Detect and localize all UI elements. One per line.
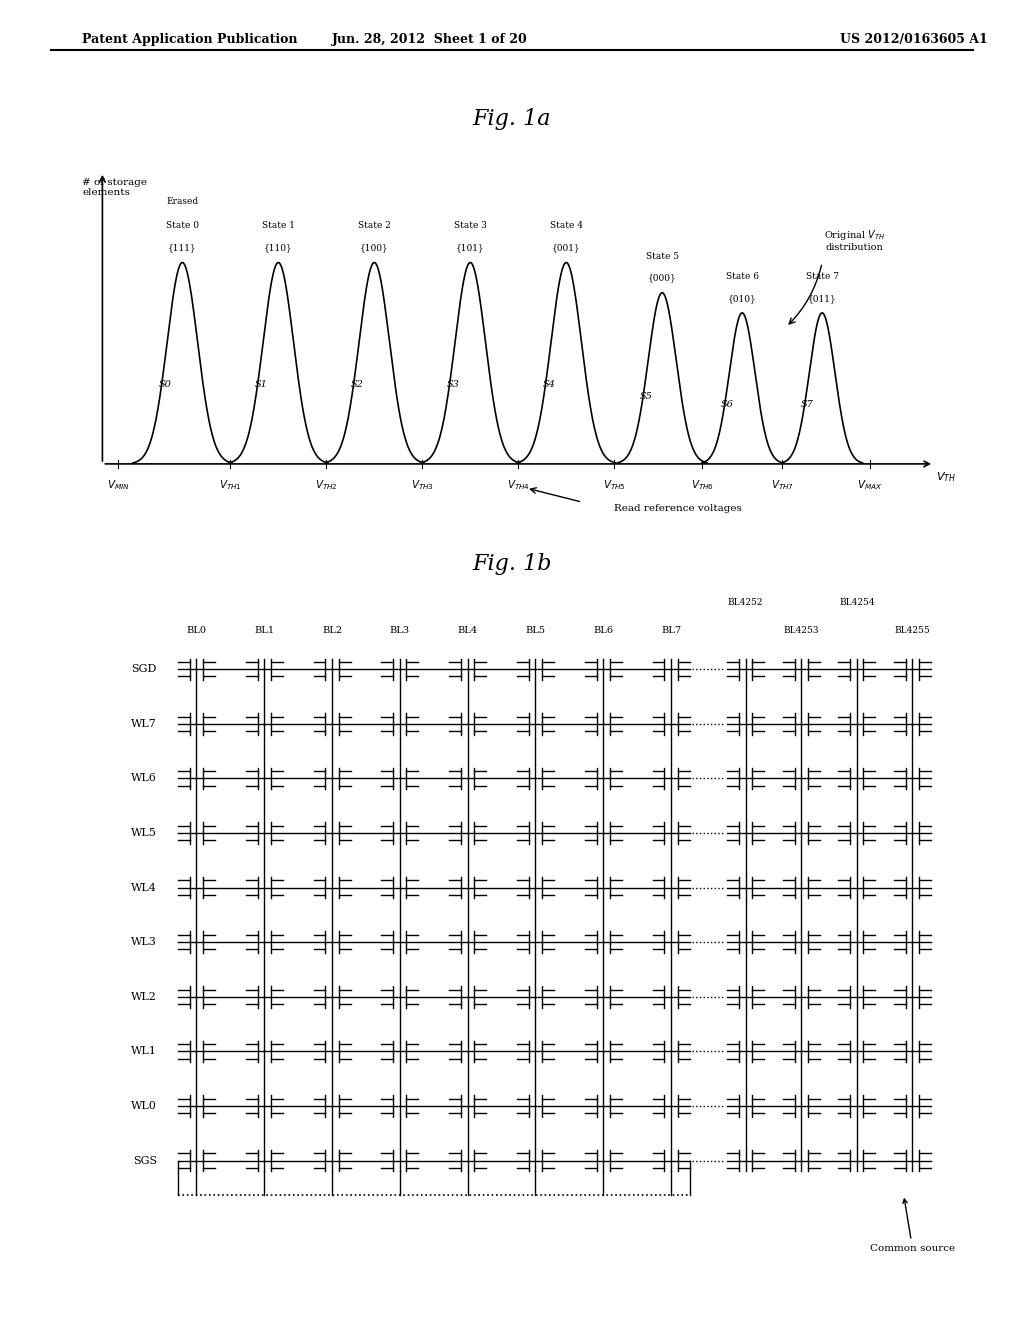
- Text: BL4: BL4: [458, 626, 478, 635]
- Text: State 7: State 7: [806, 272, 839, 281]
- Text: $V_{TH4}$: $V_{TH4}$: [507, 478, 529, 492]
- Text: State 2: State 2: [357, 222, 391, 230]
- Text: BL4252: BL4252: [728, 598, 764, 607]
- Text: BL7: BL7: [662, 626, 681, 635]
- Text: BL3: BL3: [390, 626, 410, 635]
- Text: US 2012/0163605 A1: US 2012/0163605 A1: [840, 33, 987, 46]
- Text: {000}: {000}: [648, 273, 677, 282]
- Text: S4: S4: [543, 380, 555, 389]
- Text: $V_{TH6}$: $V_{TH6}$: [690, 478, 714, 492]
- Text: Jun. 28, 2012  Sheet 1 of 20: Jun. 28, 2012 Sheet 1 of 20: [332, 33, 528, 46]
- Text: State 1: State 1: [262, 222, 295, 230]
- Text: SGS: SGS: [133, 1155, 157, 1166]
- Text: S3: S3: [446, 380, 459, 389]
- Text: S1: S1: [254, 380, 267, 389]
- Text: State 0: State 0: [166, 222, 199, 230]
- Text: {100}: {100}: [360, 243, 389, 252]
- Text: S7: S7: [801, 400, 814, 408]
- Text: S2: S2: [350, 380, 364, 389]
- Text: S0: S0: [159, 380, 171, 389]
- Text: Patent Application Publication: Patent Application Publication: [82, 33, 297, 46]
- Text: $V_{MIN}$: $V_{MIN}$: [108, 478, 130, 492]
- Text: WL1: WL1: [131, 1047, 157, 1056]
- Text: SGD: SGD: [131, 664, 157, 675]
- Text: State 5: State 5: [645, 252, 679, 260]
- Text: State 4: State 4: [550, 222, 583, 230]
- Text: $V_{MAX}$: $V_{MAX}$: [857, 478, 883, 492]
- Text: Erased: Erased: [166, 197, 199, 206]
- Text: BL5: BL5: [525, 626, 546, 635]
- Text: State 3: State 3: [454, 222, 486, 230]
- Text: BL6: BL6: [593, 626, 613, 635]
- Text: Fig. 1b: Fig. 1b: [472, 553, 552, 576]
- Text: BL2: BL2: [322, 626, 342, 635]
- Text: {111}: {111}: [168, 243, 197, 252]
- Text: BL4254: BL4254: [839, 598, 874, 607]
- Text: {010}: {010}: [728, 294, 757, 302]
- Text: Common source: Common source: [870, 1199, 955, 1253]
- Text: {001}: {001}: [552, 243, 581, 252]
- Text: WL6: WL6: [131, 774, 157, 784]
- Text: State 6: State 6: [726, 272, 759, 281]
- Text: {101}: {101}: [456, 243, 484, 252]
- Text: WL2: WL2: [131, 991, 157, 1002]
- Text: S6: S6: [721, 400, 734, 408]
- Text: Original $V_{TH}$
distribution: Original $V_{TH}$ distribution: [823, 228, 885, 252]
- Text: $V_{TH3}$: $V_{TH3}$: [411, 478, 434, 492]
- Text: WL7: WL7: [131, 719, 157, 729]
- Text: S5: S5: [640, 392, 652, 401]
- Text: {110}: {110}: [264, 243, 293, 252]
- Text: BL1: BL1: [254, 626, 274, 635]
- Text: WL3: WL3: [131, 937, 157, 948]
- Text: # of storage
elements: # of storage elements: [82, 178, 147, 198]
- Text: $V_{TH7}$: $V_{TH7}$: [771, 478, 794, 492]
- Text: BL4255: BL4255: [895, 626, 931, 635]
- Text: BL4253: BL4253: [783, 626, 819, 635]
- Text: WL5: WL5: [131, 828, 157, 838]
- Text: {011}: {011}: [808, 294, 837, 302]
- Text: $V_{TH1}$: $V_{TH1}$: [219, 478, 242, 492]
- Text: $V_{TH5}$: $V_{TH5}$: [603, 478, 626, 492]
- Text: Read reference voltages: Read reference voltages: [614, 504, 742, 513]
- Text: $V_{TH}$: $V_{TH}$: [936, 470, 955, 483]
- Text: Fig. 1a: Fig. 1a: [473, 108, 551, 131]
- Text: $V_{TH2}$: $V_{TH2}$: [315, 478, 338, 492]
- Text: WL0: WL0: [131, 1101, 157, 1111]
- Text: BL0: BL0: [186, 626, 207, 635]
- Text: WL4: WL4: [131, 883, 157, 892]
